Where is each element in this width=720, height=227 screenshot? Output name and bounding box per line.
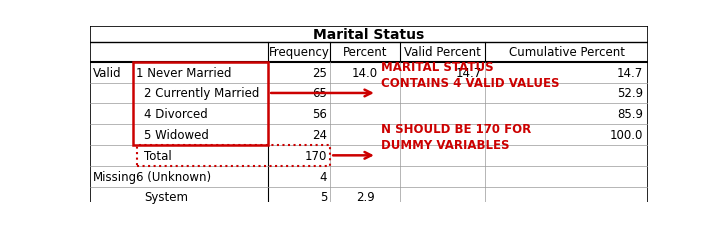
Text: 6 (Unknown): 6 (Unknown) <box>137 170 212 183</box>
Bar <box>137 145 330 166</box>
Text: Cumulative Percent: Cumulative Percent <box>508 46 625 59</box>
Text: 14.7: 14.7 <box>617 66 644 79</box>
Text: 56: 56 <box>312 108 327 121</box>
Text: 24: 24 <box>312 128 327 141</box>
Text: Total: Total <box>144 149 172 162</box>
Text: 14.0: 14.0 <box>352 66 378 79</box>
Text: 25: 25 <box>312 66 327 79</box>
Text: Valid Percent: Valid Percent <box>404 46 481 59</box>
Text: 1 Never Married: 1 Never Married <box>137 66 232 79</box>
Text: MARITAL STATUS
CONTAINS 4 VALID VALUES: MARITAL STATUS CONTAINS 4 VALID VALUES <box>381 61 559 90</box>
Text: 5 Widowed: 5 Widowed <box>144 128 209 141</box>
Text: Percent: Percent <box>343 46 387 59</box>
Text: 65: 65 <box>312 87 327 100</box>
Bar <box>132 62 269 145</box>
Text: 4 Divorced: 4 Divorced <box>144 108 208 121</box>
Text: N SHOULD BE 170 FOR
DUMMY VARIABLES: N SHOULD BE 170 FOR DUMMY VARIABLES <box>381 123 531 152</box>
Text: Valid: Valid <box>93 66 122 79</box>
Text: 5: 5 <box>320 191 327 204</box>
Text: Frequency: Frequency <box>269 46 330 59</box>
Text: 52.9: 52.9 <box>617 87 644 100</box>
Text: 4: 4 <box>320 170 327 183</box>
Text: 100.0: 100.0 <box>610 128 644 141</box>
Text: Missing: Missing <box>93 170 138 183</box>
Text: 2 Currently Married: 2 Currently Married <box>144 87 260 100</box>
Text: 14.7: 14.7 <box>456 66 482 79</box>
Text: 2.9: 2.9 <box>356 191 374 204</box>
Text: 85.9: 85.9 <box>617 108 644 121</box>
Text: System: System <box>144 191 188 204</box>
Text: Marital Status: Marital Status <box>313 28 425 42</box>
Text: 170: 170 <box>305 149 327 162</box>
